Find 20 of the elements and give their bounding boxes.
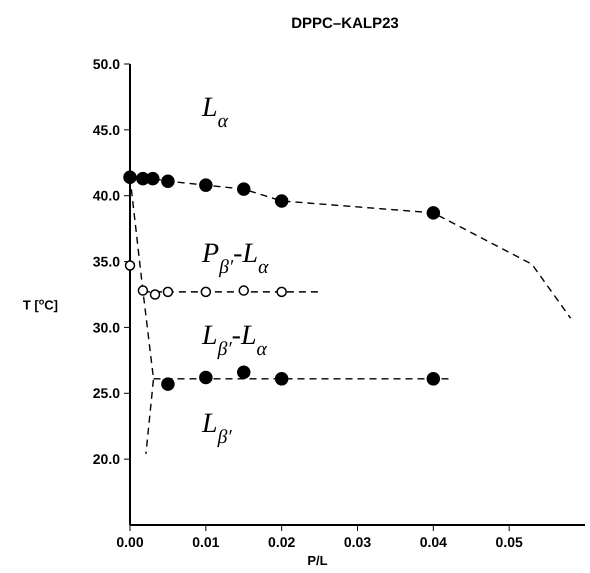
y-axis-title: T [$^{o}$C]: [22, 296, 58, 312]
x-tick-label: 0.03: [344, 534, 372, 550]
x-tick-label: 0.05: [496, 534, 524, 550]
x-tick-label: 0.00: [116, 534, 144, 550]
y-tick-label: 20.0: [92, 451, 120, 468]
y-tick-label: 25.0: [92, 385, 120, 402]
annotation: L$_{α}$: [201, 92, 229, 132]
x-tick-label: 0.02: [268, 534, 296, 550]
y-tick-label: 30.0: [92, 319, 120, 336]
x-tick-label: 0.01: [192, 534, 220, 550]
annotation: P$_{β′}$-L$_{α}$: [201, 238, 270, 278]
y-tick-label: 35.0: [92, 253, 120, 270]
chart-title: DPPC–KALP23: [291, 15, 399, 32]
y-tick-label: 50.0: [92, 56, 120, 72]
annotation: L$_{β′}$-L$_{α}$: [201, 320, 268, 360]
y-tick-label: 40.0: [92, 188, 120, 204]
x-tick-label: 0.04: [420, 534, 448, 550]
y-tick-label: 45.0: [92, 122, 120, 138]
annotation: L$_{β′}$: [201, 408, 232, 448]
x-axis-title: P/L: [307, 553, 328, 568]
